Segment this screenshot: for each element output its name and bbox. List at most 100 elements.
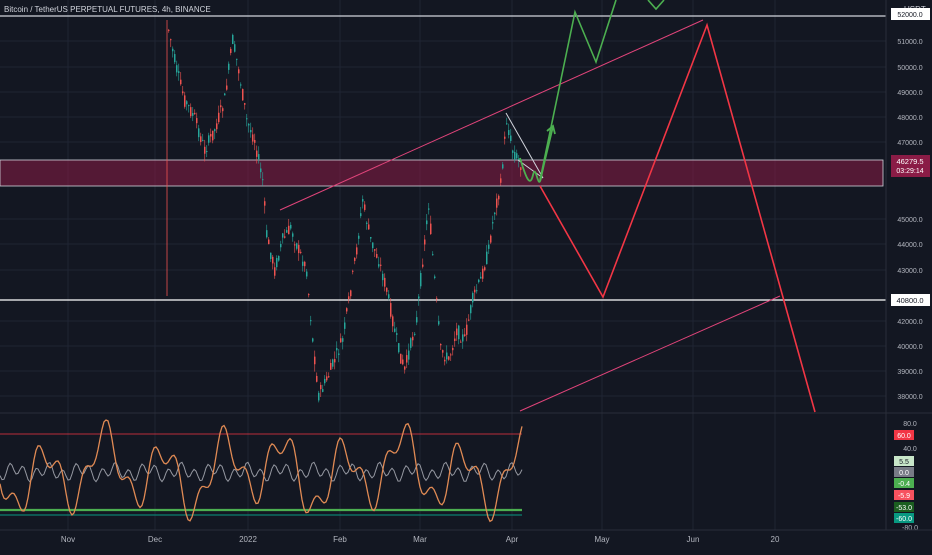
candle-body <box>286 230 288 233</box>
candle-body <box>480 276 482 279</box>
candle-body <box>358 235 360 239</box>
time-tick-label: Apr <box>506 535 519 544</box>
candle-body <box>502 164 504 169</box>
price-tick-label: 50000.0 <box>897 65 922 72</box>
candle-body <box>398 343 400 353</box>
candle-body <box>392 316 394 327</box>
candle-body <box>316 375 318 382</box>
chart-title: Bitcoin / TetherUS PERPETUAL FUTURES, 4h… <box>4 5 211 14</box>
candle-body <box>422 264 424 267</box>
price-axis[interactable]: 51000.0 50000.0 49000.0 48000.0 47000.0 45000… <box>885 0 923 530</box>
candle-body <box>442 350 444 353</box>
candle-body <box>410 338 412 348</box>
oscillator-pane <box>0 419 523 523</box>
candle-body <box>318 392 320 401</box>
candle-body <box>474 289 476 293</box>
bullish-projection-path-tail[interactable] <box>647 0 665 11</box>
candle-body <box>462 334 464 342</box>
candle-body <box>256 150 258 157</box>
candle-body <box>212 130 214 141</box>
candle-body <box>346 308 348 312</box>
candle-body <box>342 338 344 342</box>
candle-body <box>500 178 502 183</box>
candle-body <box>350 290 352 297</box>
candle-body <box>306 271 308 277</box>
candle-body <box>328 376 330 378</box>
arrow-head-icon <box>546 124 556 135</box>
candle-body <box>198 128 200 138</box>
bullish-wave-arrow[interactable] <box>519 125 554 183</box>
lower-trend-line[interactable] <box>519 295 781 412</box>
price-tick-label: 45000.0 <box>897 217 922 224</box>
candle-body <box>386 287 388 292</box>
candle-body <box>382 273 384 281</box>
price-tick-label: 51000.0 <box>897 39 922 46</box>
candle-body <box>438 321 440 325</box>
candle-body <box>464 334 466 336</box>
candle-body <box>374 249 376 251</box>
candle-body <box>234 44 236 52</box>
candle-body <box>186 101 188 105</box>
candle-body <box>368 224 370 230</box>
candle-body <box>356 247 358 255</box>
candle-body <box>340 338 342 343</box>
candle-body <box>178 71 180 73</box>
candle-body <box>192 113 194 116</box>
candle-body <box>518 158 520 160</box>
price-tick-label: 48000.0 <box>897 115 922 122</box>
candle-body <box>504 136 506 139</box>
candle-body <box>180 79 182 85</box>
candle-body <box>414 333 416 335</box>
candle-body <box>250 129 252 133</box>
candle-body <box>394 328 396 332</box>
osc-value-badge <box>894 430 914 440</box>
candle-body <box>296 243 298 249</box>
osc-value-badge <box>894 490 914 500</box>
candle-body <box>512 150 514 153</box>
candle-body <box>458 325 460 340</box>
candle-body <box>320 384 322 390</box>
candle-body <box>448 356 450 360</box>
candle-body <box>290 224 292 229</box>
osc-value-label: 5.5 <box>899 459 909 466</box>
bullish-projection-path[interactable] <box>539 0 617 181</box>
time-tick-label: Feb <box>333 535 347 544</box>
price-zone-rectangle[interactable] <box>0 159 884 187</box>
candle-body <box>486 251 488 265</box>
candle-body <box>188 105 190 107</box>
candle-body <box>384 277 386 287</box>
candle-body <box>354 257 356 261</box>
candle-body <box>470 305 472 314</box>
candle-body <box>274 267 276 276</box>
osc-value-badge <box>894 513 914 523</box>
candle-body <box>420 273 422 287</box>
oscillator-axis[interactable]: 80.0 40.0 -80.0 60.0 5.5 0.0 -0.4 -5.9 -53.0 -60.… <box>894 421 918 532</box>
candle-body <box>282 233 284 238</box>
price-tick-label: 38000.0 <box>897 394 922 401</box>
candle-body <box>472 293 474 303</box>
candle-body <box>168 29 170 31</box>
candle-body <box>476 290 478 292</box>
upper-trend-line[interactable] <box>279 19 704 211</box>
current-price-badge <box>891 155 930 177</box>
bearish-projection-path[interactable] <box>539 22 816 413</box>
candle-body <box>352 270 354 272</box>
price-tick-label: 49000.0 <box>897 90 922 97</box>
wedge-drawing[interactable] <box>505 112 544 179</box>
time-axis[interactable]: Nov Dec 2022 Feb Mar Apr May Jun 20 <box>61 535 780 544</box>
osc-value-label: 0.0 <box>899 470 909 477</box>
candle-body <box>404 366 406 370</box>
candle-body <box>494 212 496 215</box>
candle-body <box>324 378 326 384</box>
candle-body <box>426 220 428 225</box>
candle-body <box>242 89 244 101</box>
candle-body <box>222 108 224 112</box>
candle-body <box>454 338 456 342</box>
candle-body <box>304 261 306 267</box>
candle-body <box>430 223 432 235</box>
candle-body <box>460 341 462 343</box>
candle-body <box>332 359 334 367</box>
candle-body <box>310 320 312 322</box>
